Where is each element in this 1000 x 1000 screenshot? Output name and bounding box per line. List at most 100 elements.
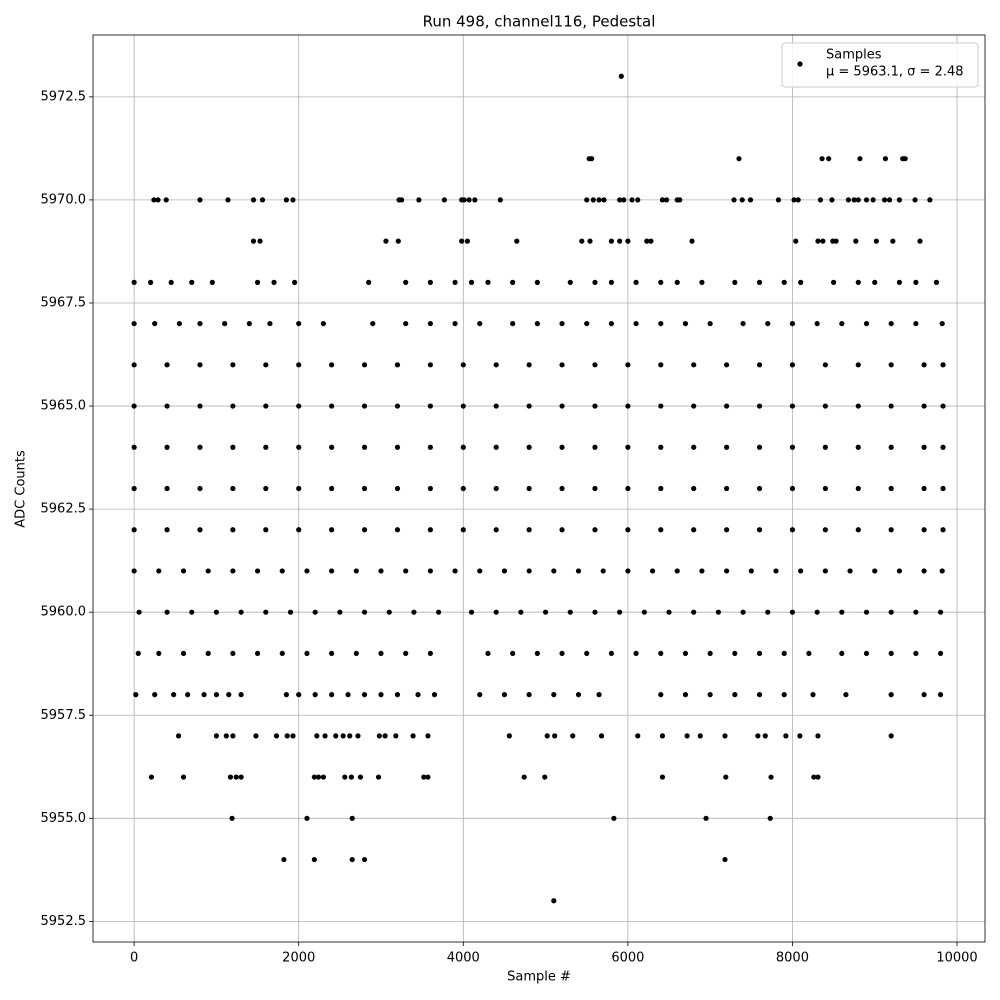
data-point [855,197,861,203]
data-point [715,609,721,615]
data-point [168,279,174,285]
data-point [131,320,137,327]
data-point [913,609,919,615]
data-point [378,650,384,657]
data-point [839,650,845,657]
data-point [756,403,763,409]
data-point [724,362,730,368]
data-point [230,527,236,533]
data-point [238,609,244,615]
data-point [707,650,713,657]
data-point [250,238,257,244]
data-point [263,527,269,533]
data-point [263,609,269,615]
legend-box [781,42,979,88]
data-point [427,362,433,368]
data-point [648,238,654,244]
data-point [853,238,859,244]
data-point [584,320,590,327]
data-point [366,279,372,285]
data-point [789,444,796,450]
data-point [493,609,499,615]
data-point [425,733,431,739]
data-point [311,774,317,780]
data-point [814,320,820,327]
data-point [791,197,797,203]
data-point [163,197,169,203]
x-tick-label: 10000 [936,951,977,966]
chart-title: Run 498, channel116, Pedestal [423,13,656,31]
data-point [921,362,927,368]
data-point [756,362,763,368]
data-point [361,362,368,368]
data-point [822,403,828,409]
data-point [329,403,335,409]
data-point [756,692,763,698]
data-point [697,733,703,739]
data-point [740,320,746,327]
data-point [913,279,919,285]
data-point [625,485,631,492]
data-point [601,197,607,203]
data-point [171,692,177,698]
data-point [238,692,244,698]
data-point [361,444,368,450]
data-point [845,197,852,203]
data-point [732,650,738,657]
data-point [584,197,590,203]
data-point [312,692,318,698]
data-point [526,403,532,409]
data-point [608,320,615,327]
data-point [937,609,944,615]
data-point [534,320,540,327]
data-point [768,774,774,780]
data-point [756,650,763,657]
data-point [559,320,565,327]
data-point [691,609,697,615]
data-point [544,733,550,739]
data-point [296,362,302,368]
data-point [658,403,664,409]
data-point [333,733,339,739]
data-point [921,444,927,450]
data-point [403,568,409,574]
data-point [579,238,585,244]
data-point [311,856,317,863]
data-point [625,527,631,533]
data-point [663,197,670,203]
data-point [347,733,353,739]
data-point [843,692,849,698]
data-point [724,403,730,409]
data-point [425,774,431,780]
data-point [315,774,322,780]
data-point [452,568,458,574]
data-point [304,650,310,657]
data-point [756,279,763,285]
data-point [230,362,236,368]
legend-label: Samples [826,48,882,63]
data-point [817,197,824,203]
data-point [691,527,697,533]
data-point [608,650,615,657]
data-point [674,568,680,574]
data-point [707,692,713,698]
data-point [427,403,433,409]
data-point [691,362,697,368]
data-point [826,156,832,162]
data-point [872,568,878,574]
data-point [250,197,257,203]
data-point [896,279,903,285]
data-point [682,320,689,327]
data-point [349,856,355,863]
data-point [514,238,520,244]
data-point [304,815,310,821]
data-point [625,568,631,574]
data-point [739,197,745,203]
data-point [888,609,894,615]
data-point [238,774,244,780]
data-point [349,815,355,821]
data-point [723,774,729,780]
data-point [552,733,558,739]
data-point [940,444,946,450]
